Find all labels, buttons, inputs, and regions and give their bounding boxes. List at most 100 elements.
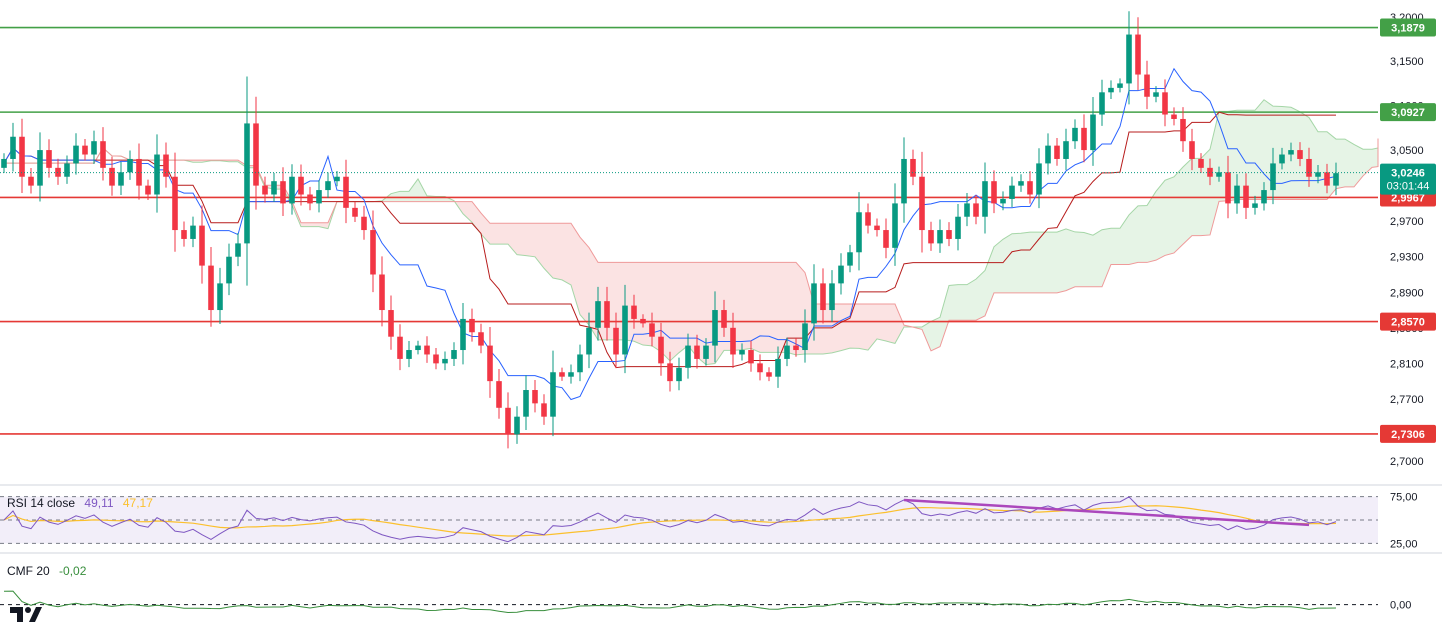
cmf-line — [4, 591, 1336, 612]
candle-bearish — [694, 346, 700, 359]
candle-bullish — [406, 350, 412, 359]
ichimoku-cloud-bullish — [949, 285, 958, 321]
candle-bearish — [307, 195, 313, 204]
candle-bearish — [397, 337, 403, 359]
candle-bearish — [343, 177, 349, 208]
candle-bearish — [721, 310, 727, 328]
candle-bullish — [1090, 115, 1096, 151]
candle-bearish — [1054, 146, 1060, 159]
candle-bullish — [1063, 141, 1069, 159]
candle-bullish — [514, 417, 520, 435]
candle-bearish — [631, 306, 637, 319]
candle-bearish — [361, 217, 367, 230]
candle-bearish — [208, 266, 214, 310]
candle-bearish — [109, 168, 115, 186]
cmf-legend[interactable]: CMF 20 -0,02 — [7, 564, 92, 578]
price-axis-tick-label: 2,9700 — [1390, 216, 1424, 228]
candle-bullish — [703, 346, 709, 359]
candle-bullish — [415, 346, 421, 350]
rsi-legend[interactable]: RSI 14 close 49,11 47,17 — [7, 496, 159, 510]
candle-bearish — [469, 319, 475, 332]
candle-bearish — [1180, 119, 1186, 141]
price-axis-tick-label: 2,7000 — [1390, 456, 1424, 468]
candle-bearish — [352, 208, 358, 217]
candle-bearish — [1171, 115, 1177, 119]
cmf-value: -0,02 — [59, 564, 86, 578]
candle-bullish — [460, 319, 466, 350]
candle-bullish — [577, 354, 583, 372]
candle-bullish — [811, 283, 817, 323]
candle-bullish — [856, 212, 862, 252]
candle-bearish — [757, 363, 763, 372]
ichimoku-cloud-bullish — [958, 285, 967, 321]
candle-bullish — [586, 328, 592, 355]
price-axis-tick-label: 2,7700 — [1390, 394, 1424, 406]
candle-bearish — [145, 186, 151, 195]
candle-bullish — [775, 359, 781, 377]
candle-bearish — [1306, 159, 1312, 177]
candle-bearish — [1162, 92, 1168, 114]
candle-bullish — [829, 283, 835, 310]
ichimoku-cloud-bullish — [1147, 191, 1156, 262]
candle-bullish — [1045, 146, 1051, 164]
candle-bearish — [559, 372, 565, 376]
ichimoku-cloud-bullish — [1165, 177, 1174, 256]
candle-bullish — [739, 350, 745, 354]
candle-bullish — [1252, 203, 1258, 207]
candle-bearish — [730, 328, 736, 355]
candle-bearish — [496, 381, 502, 408]
rsi-label: RSI 14 close — [7, 496, 75, 510]
candle-bearish — [658, 337, 664, 364]
rsi-ma-value: 47,17 — [123, 496, 153, 510]
candle-bearish — [748, 350, 754, 363]
candle-bullish — [325, 181, 331, 190]
ichimoku-cloud-bearish — [778, 262, 787, 352]
ichimoku-cloud-bullish — [1003, 234, 1012, 293]
price-axis-tick-label: 2,8900 — [1390, 287, 1424, 299]
ichimoku-cloud-bullish — [1093, 230, 1102, 287]
candle-bearish — [541, 403, 547, 416]
candle-bearish — [973, 203, 979, 216]
ichimoku-cloud-bearish — [535, 223, 544, 268]
ichimoku-cloud-bearish — [760, 262, 769, 352]
candle-bullish — [451, 350, 457, 359]
ichimoku-cloud-bearish — [868, 304, 877, 350]
candle-bearish — [1198, 159, 1204, 168]
candle-bullish — [847, 252, 853, 265]
candle-bearish — [424, 346, 430, 355]
price-level-tag-label: 2,7306 — [1391, 429, 1425, 441]
candle-bullish — [1117, 83, 1123, 87]
candle-bullish — [1036, 163, 1042, 194]
candle-bearish — [613, 328, 619, 355]
price-axis-tick-label: 2,9300 — [1390, 252, 1424, 264]
ichimoku-cloud-bearish — [895, 304, 904, 343]
candle-bearish — [199, 226, 205, 266]
ichimoku-cloud-bullish — [1066, 229, 1075, 291]
ichimoku-cloud-bearish — [580, 237, 589, 325]
candle-bullish — [802, 323, 808, 350]
candle-bullish — [154, 155, 160, 195]
tradingview-logo-icon[interactable] — [8, 603, 42, 625]
price-axis-tick-label: 3,0500 — [1390, 145, 1424, 157]
candle-bullish — [190, 226, 196, 239]
ichimoku-cloud-bearish — [517, 223, 526, 255]
candle-bullish — [1018, 181, 1024, 185]
candle-bearish — [19, 137, 25, 177]
candle-bullish — [712, 310, 718, 346]
candle-bullish — [334, 177, 340, 181]
candle-bullish — [937, 230, 943, 243]
candle-bullish — [10, 137, 16, 159]
rsi-axis-tick-label: 75,00 — [1390, 492, 1418, 504]
candle-bearish — [46, 150, 52, 168]
ichimoku-cloud-bullish — [967, 279, 976, 320]
ichimoku-cloud-bullish — [1057, 229, 1066, 293]
candle-bearish — [1144, 75, 1150, 97]
ichimoku-cloud-bearish — [499, 223, 508, 244]
ichimoku-cloud-bullish — [1318, 132, 1327, 200]
ichimoku-cloud-bearish — [562, 223, 571, 285]
candle-bearish — [1297, 150, 1303, 159]
candle-bearish — [766, 372, 772, 376]
ichimoku-cloud-bullish — [400, 191, 409, 201]
